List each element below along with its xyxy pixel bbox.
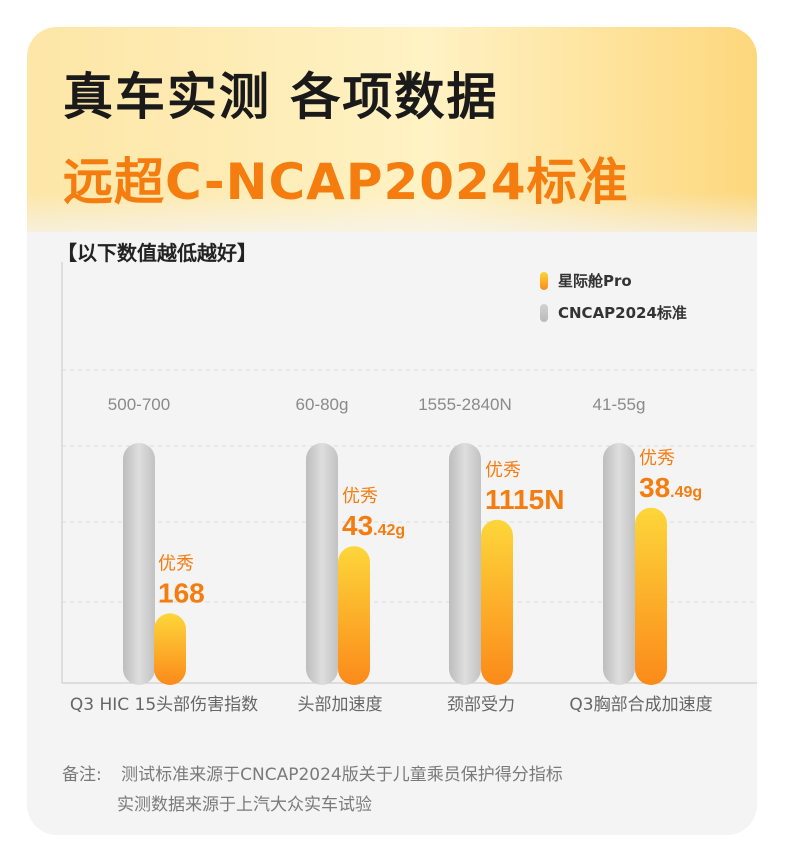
standard-bar-3 bbox=[603, 443, 635, 685]
legend-swatch-orange bbox=[540, 271, 548, 290]
headline-primary: 真车实测 各项数据 bbox=[63, 68, 499, 126]
product-value-label-3: 38.49g bbox=[639, 472, 702, 503]
product-value-label-0: 168 bbox=[158, 577, 205, 608]
legend-label-standard: CNCAP2024标准 bbox=[558, 304, 687, 322]
rating-label-2: 优秀 bbox=[485, 460, 521, 481]
legend-label-product: 星际舱Pro bbox=[558, 272, 632, 290]
rating-label-0: 优秀 bbox=[158, 553, 194, 574]
product-value-main-2: 1115N bbox=[485, 484, 564, 515]
product-bar-0 bbox=[154, 613, 186, 685]
rating-label-1: 优秀 bbox=[342, 486, 378, 507]
legend-item-product: 星际舱Pro bbox=[540, 270, 632, 291]
standard-bar-0 bbox=[123, 443, 155, 685]
standard-bar-1 bbox=[306, 443, 338, 685]
product-value-main-1: 43 bbox=[342, 510, 373, 541]
chart-note: 【以下数值越低越好】 bbox=[57, 241, 257, 265]
category-label-2: 颈部受力 bbox=[447, 695, 515, 715]
legend-swatch-gray bbox=[540, 303, 548, 322]
product-bar-2 bbox=[481, 519, 513, 685]
product-value-main-3: 38 bbox=[639, 472, 670, 503]
infographic-card: 真车实测 各项数据 远超C-NCAP2024标准 bbox=[27, 27, 757, 835]
header-fade bbox=[27, 192, 757, 252]
category-label-0: Q3 HIC 15头部伤害指数 bbox=[70, 695, 258, 715]
product-bar-3 bbox=[635, 507, 667, 685]
product-value-label-1: 43.42g bbox=[342, 510, 405, 541]
footnote-line1-row: 备注: 测试标准来源于CNCAP2024版关于儿童乘员保护得分指标 bbox=[62, 760, 563, 785]
footnote-line1: 测试标准来源于CNCAP2024版关于儿童乘员保护得分指标 bbox=[121, 765, 563, 785]
footnote-label: 备注: bbox=[62, 765, 102, 785]
standard-range-label-3: 41-55g bbox=[593, 395, 646, 414]
product-value-sub-3: .49g bbox=[670, 484, 702, 501]
product-value-label-2: 1115N bbox=[485, 484, 564, 515]
headline-secondary: 远超C-NCAP2024标准 bbox=[63, 153, 629, 211]
legend-item-standard: CNCAP2024标准 bbox=[540, 302, 687, 323]
product-bar-1 bbox=[338, 546, 370, 685]
category-label-1: 头部加速度 bbox=[298, 695, 383, 715]
standard-range-label-1: 60-80g bbox=[296, 395, 349, 414]
footnote-line2: 实测数据来源于上汽大众实车试验 bbox=[117, 795, 372, 815]
standard-range-label-2: 1555-2840N bbox=[418, 395, 512, 414]
standard-range-label-0: 500-700 bbox=[108, 395, 170, 414]
product-value-main-0: 168 bbox=[158, 577, 205, 608]
category-label-3: Q3胸部合成加速度 bbox=[569, 695, 712, 715]
rating-label-3: 优秀 bbox=[639, 448, 675, 469]
product-value-sub-1: .42g bbox=[373, 522, 405, 539]
standard-bar-2 bbox=[449, 443, 481, 685]
